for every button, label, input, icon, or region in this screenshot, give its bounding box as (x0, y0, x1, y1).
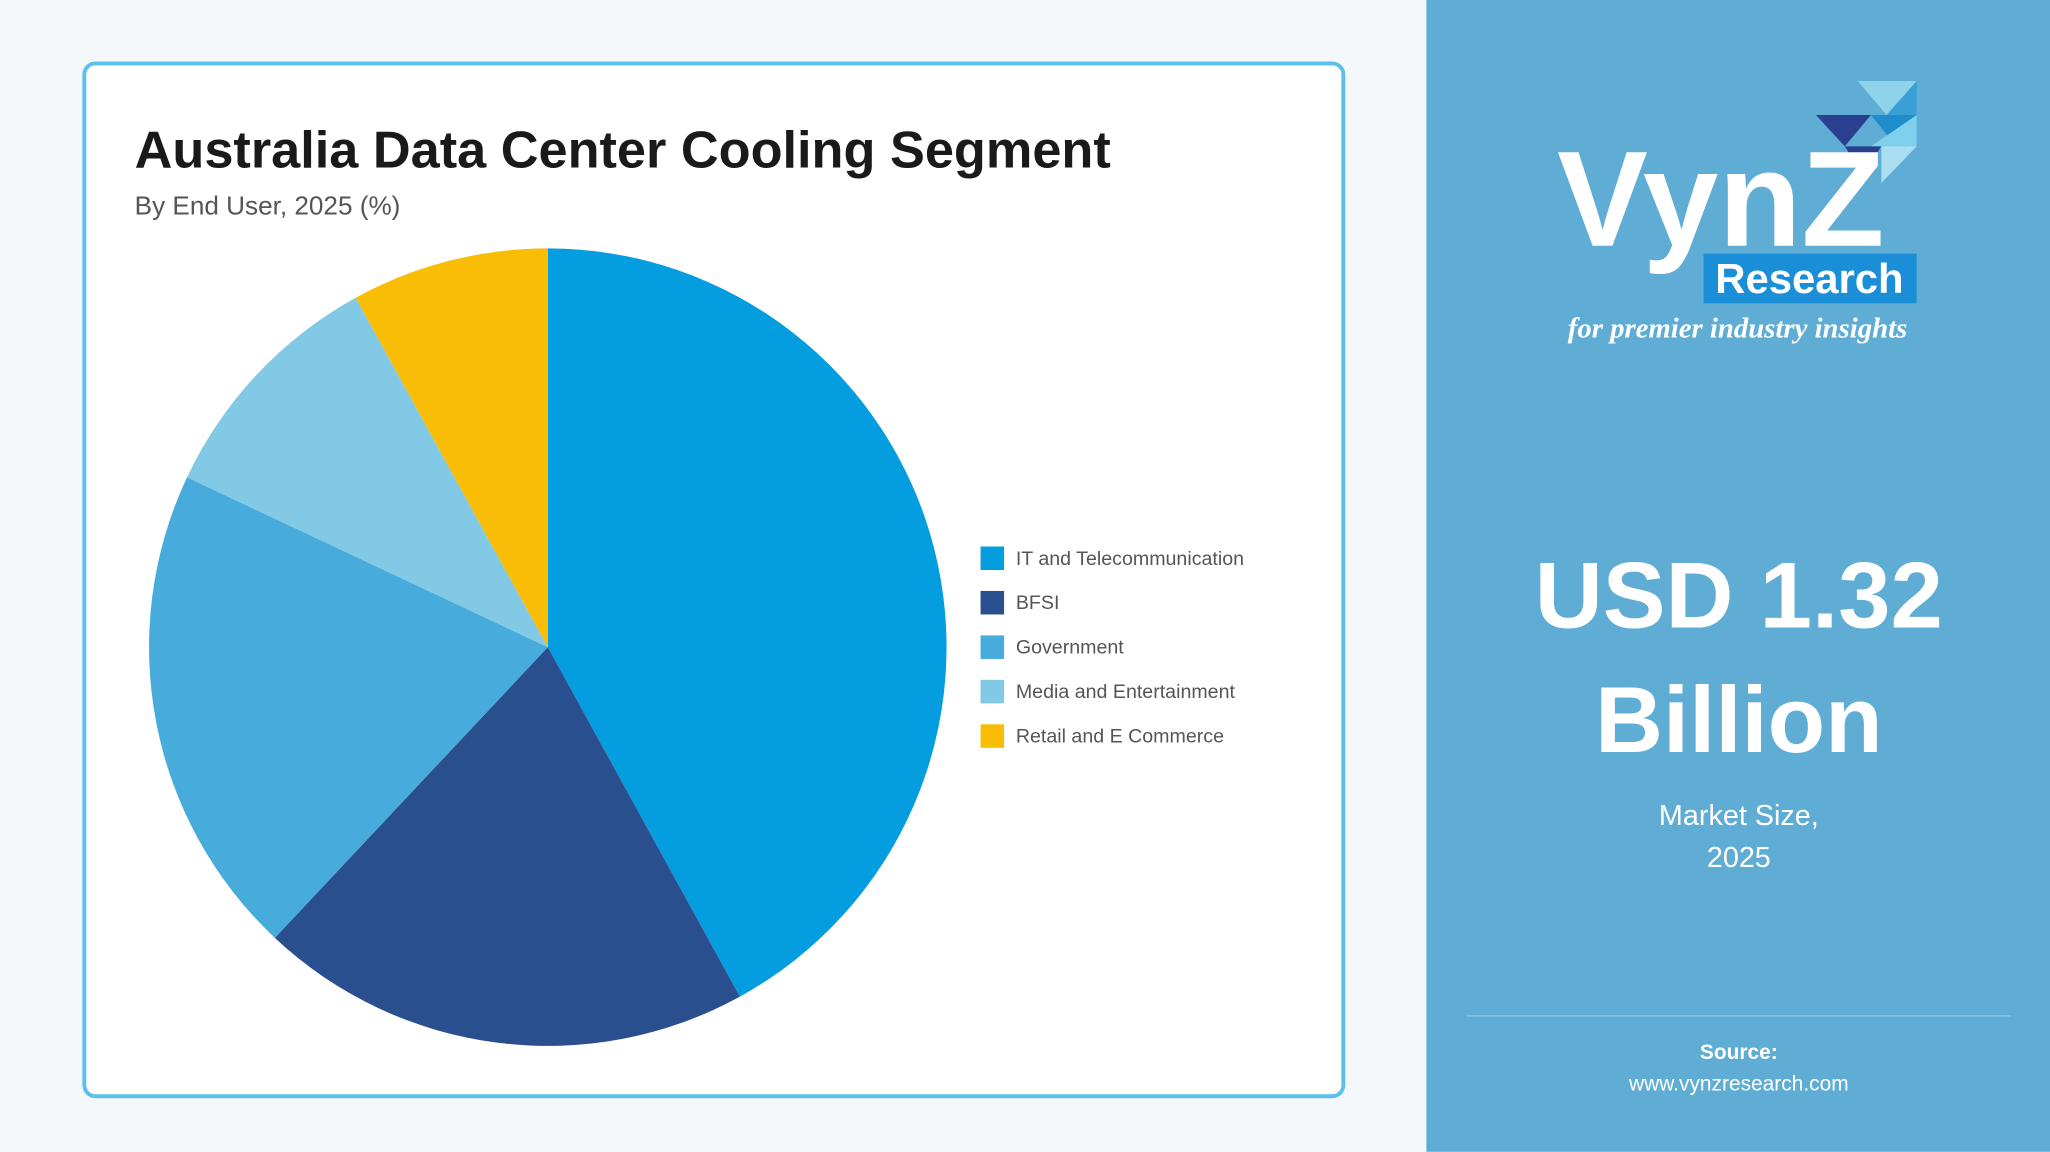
pie-slice (355, 248, 548, 648)
chart-subtitle: By End User, 2025 (%) (135, 190, 401, 220)
caption: Market Size, (1659, 800, 1819, 832)
headline: USD 1.32 (1535, 543, 1943, 648)
logo-tagline: for premier industry insights (1568, 312, 1907, 344)
source-label: Source: (1700, 1041, 1778, 1064)
legend-label: IT and Telecommunication (1016, 548, 1244, 570)
logo-sub: Research (1715, 255, 1903, 302)
side-panel: VynZ Research for premier industry insig… (1426, 0, 2050, 1152)
legend-label: BFSI (1016, 592, 1060, 614)
chart-title: Australia Data Center Cooling Segment (135, 121, 1111, 179)
legend-swatch (980, 546, 1005, 571)
pie-slice (274, 647, 740, 1046)
panel-graphics: VynZ Research for premier industry insig… (1466, 81, 2011, 1095)
legend-label: Media and Entertainment (1016, 681, 1236, 703)
legend-swatch (980, 635, 1005, 659)
chart: Australia Data Center Cooling Segment By… (135, 121, 1244, 1046)
pie-slice (149, 477, 548, 938)
logo-sub-box (1703, 253, 1917, 304)
legend-label: Government (1016, 637, 1124, 659)
caption: 2025 (1707, 842, 1771, 874)
headline: Billion (1595, 667, 1883, 772)
source-url: www.vynzresearch.com (1628, 1072, 1849, 1095)
legend-label: Retail and E Commerce (1016, 726, 1224, 748)
legend-swatch (980, 724, 1005, 748)
pie-slice (186, 297, 548, 648)
logo-name: VynZ (1557, 123, 1884, 275)
legend-swatch (980, 679, 1005, 704)
pie-slice (547, 248, 947, 997)
legend-swatch (980, 590, 1005, 615)
